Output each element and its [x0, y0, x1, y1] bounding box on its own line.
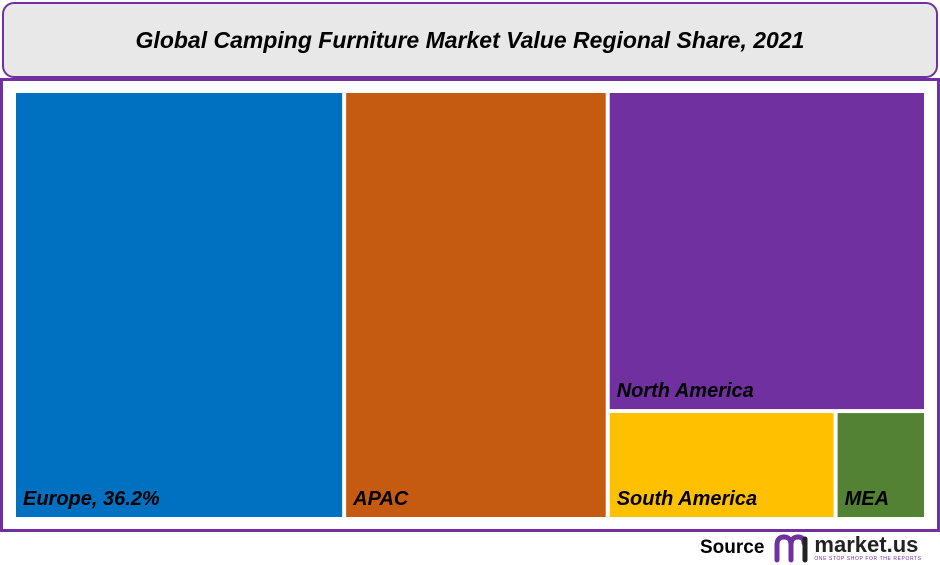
tile-rect-apac	[346, 93, 606, 517]
tile-mea: MEA	[837, 413, 924, 517]
logo-name: market.us	[814, 532, 919, 557]
source-credit: Source market.us ONE STOP SHOP FOR THE R…	[700, 533, 922, 563]
tile-south-america: South America	[609, 413, 834, 517]
tile-europe: Europe, 36.2%	[16, 93, 343, 517]
tile-label-north-america: North America	[617, 380, 754, 402]
tile-rect-north-america	[609, 93, 924, 410]
market-us-logo-icon	[774, 534, 808, 563]
tile-label-south-america: South America	[617, 488, 757, 510]
tile-rect-south-america	[609, 413, 834, 517]
tile-label-europe: Europe, 36.2%	[23, 488, 160, 510]
treemap-frame: Europe, 36.2% APAC North America South Amer…	[0, 78, 940, 532]
tile-rect-mea	[837, 413, 924, 517]
market-us-logo: market.us ONE STOP SHOP FOR THE REPORTS	[774, 533, 921, 563]
title-box: Global Camping Furniture Market Value Re…	[2, 2, 938, 78]
logo-tagline: ONE STOP SHOP FOR THE REPORTS	[814, 556, 922, 562]
source-label: Source	[700, 537, 765, 558]
tile-label-apac: APAC	[352, 488, 409, 510]
treemap-chart: Europe, 36.2% APAC North America South Amer…	[16, 93, 924, 517]
chart-title: Global Camping Furniture Market Value Re…	[135, 26, 805, 53]
tile-apac: APAC	[346, 93, 606, 517]
tile-rect-europe	[16, 93, 343, 517]
tile-north-america: North America	[609, 93, 924, 410]
tile-label-mea: MEA	[845, 488, 889, 510]
